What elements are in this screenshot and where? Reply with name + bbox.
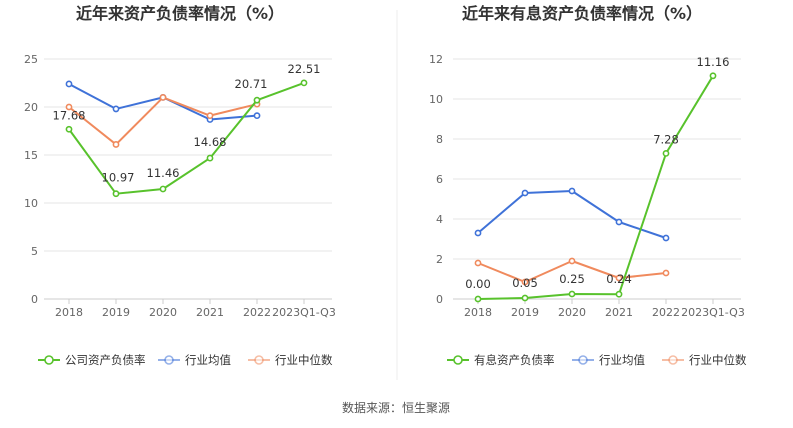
legend-marker-circle [44, 355, 54, 365]
data-point-company [474, 295, 482, 303]
y-tick-label: 5 [31, 245, 38, 258]
data-label: 0.00 [465, 277, 491, 291]
y-tick-label: 15 [24, 149, 38, 162]
data-point-industry_median [662, 269, 670, 277]
y-tick-label: 6 [436, 173, 443, 186]
data-point-company [521, 294, 529, 302]
legend-marker-circle [453, 355, 463, 365]
legend-label: 有息资产负债率 [474, 353, 555, 367]
data-point-industry_median [206, 112, 214, 120]
legend-marker-circle [164, 355, 174, 365]
data-source: 数据来源：恒生聚源 [342, 400, 450, 415]
legend-label: 行业中位数 [689, 353, 747, 367]
legend-label: 公司资产负债率 [65, 353, 146, 367]
x-tick-label: 2022 [243, 306, 271, 319]
y-tick-label: 12 [429, 53, 443, 66]
y-tick-label: 0 [31, 293, 38, 306]
y-tick-label: 8 [436, 133, 443, 146]
data-label: 10.97 [102, 171, 135, 185]
data-point-company [662, 149, 670, 157]
data-point-industry_avg [253, 112, 261, 120]
y-tick-label: 4 [436, 213, 443, 226]
data-label: 20.71 [235, 77, 268, 91]
data-label: 17.68 [53, 108, 86, 122]
data-point-industry_avg [112, 105, 120, 113]
series-line-company [477, 75, 714, 300]
data-point-industry_median [159, 94, 167, 101]
x-tick-label: 2018 [464, 306, 492, 319]
legend-label: 行业均值 [599, 353, 645, 367]
y-tick-label: 0 [436, 293, 443, 306]
data-point-industry_median [112, 141, 120, 148]
data-label: 11.46 [147, 166, 180, 180]
y-tick-label: 10 [429, 93, 443, 106]
data-point-industry_median [568, 257, 576, 265]
x-tick-label: 2022 [652, 306, 680, 319]
chart-title: 近年来资产负债率情况（%） [76, 4, 284, 23]
data-label: 14.68 [194, 135, 227, 149]
data-point-industry_avg [615, 218, 623, 226]
legend-label: 行业均值 [185, 353, 231, 367]
data-point-company [568, 290, 576, 298]
series-line-industry_avg [68, 83, 258, 121]
data-point-industry_avg [474, 229, 482, 237]
data-point-industry_avg [65, 80, 73, 88]
data-label: 11.16 [697, 55, 730, 69]
data-point-company [206, 154, 214, 162]
data-point-company [709, 72, 717, 80]
x-tick-label: 2023Q1-Q3 [681, 306, 745, 319]
x-tick-label: 2020 [149, 306, 177, 319]
x-tick-label: 2021 [196, 306, 224, 319]
data-point-industry_median [474, 259, 482, 267]
y-tick-label: 2 [436, 253, 443, 266]
y-tick-label: 25 [24, 53, 38, 66]
x-tick-label: 2023Q1-Q3 [272, 306, 336, 319]
chart-panel-debt-ratio: 近年来资产负债率情况（%） 0 5 10 15 20 25 2018 2019 2020 2021 2… [24, 4, 336, 367]
data-label: 0.24 [606, 272, 632, 286]
x-tick-label: 2020 [558, 306, 586, 319]
data-point-company [65, 125, 73, 133]
chart-panel-interest-debt-ratio: 近年来有息资产负债率情况（%） 0 2 4 6 8 10 12 2018 2019 2020 2021… [429, 4, 747, 367]
data-label: 7.28 [653, 132, 679, 146]
data-point-company [615, 290, 623, 298]
series-line-industry_avg [477, 190, 667, 239]
data-point-company [300, 79, 308, 87]
data-point-industry_avg [662, 234, 670, 242]
data-label: 0.05 [512, 276, 538, 290]
y-tick-label: 10 [24, 197, 38, 210]
legend-marker-circle [668, 355, 678, 365]
x-tick-label: 2018 [55, 306, 83, 319]
data-point-company [253, 96, 261, 104]
data-point-industry_median [521, 278, 529, 286]
legend-marker-circle [254, 355, 264, 365]
data-point-company [112, 190, 120, 198]
legend-marker-circle [578, 355, 588, 365]
series-line-industry_median [68, 96, 258, 146]
data-label: 22.51 [288, 62, 321, 76]
data-point-company [159, 185, 167, 193]
series-line-company [68, 81, 305, 195]
x-tick-label: 2019 [511, 306, 539, 319]
data-point-industry_avg [568, 187, 576, 195]
data-point-industry_avg [521, 189, 529, 197]
chart-title: 近年来有息资产负债率情况（%） [462, 4, 702, 23]
y-tick-label: 20 [24, 101, 38, 114]
x-tick-label: 2021 [605, 306, 633, 319]
x-tick-label: 2019 [102, 306, 130, 319]
data-point-industry_median [615, 274, 623, 282]
legend-label: 行业中位数 [275, 353, 333, 367]
data-label: 0.25 [559, 272, 585, 286]
data-point-industry_median [65, 103, 73, 111]
